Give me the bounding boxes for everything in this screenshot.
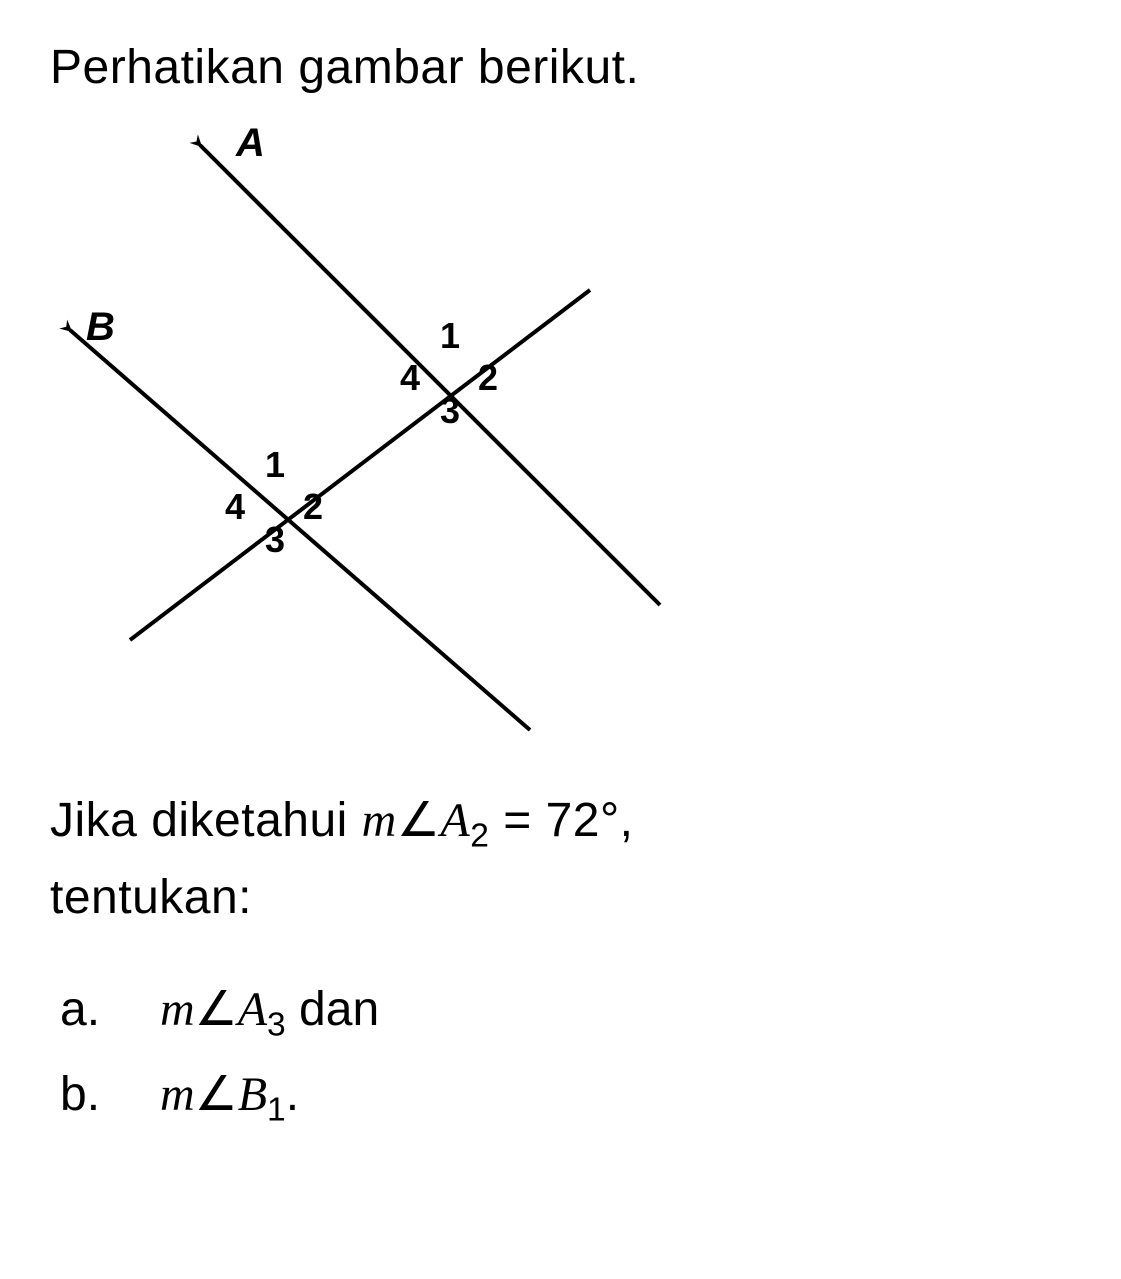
item-b-content: m∠B1.: [160, 1059, 299, 1136]
given-var: A: [440, 794, 470, 847]
given-line-1: Jika diketahui m∠A2 = 72°,: [50, 785, 1071, 862]
label-B: B: [86, 305, 115, 350]
geometry-diagram: A B 1 2 3 4 1 2 3 4: [50, 115, 750, 755]
item-b: b. m∠B1.: [50, 1059, 1071, 1136]
item-b-var: B: [238, 1068, 267, 1121]
item-b-tail: .: [286, 1068, 299, 1121]
item-a-angle: ∠: [195, 983, 238, 1036]
label-A: A: [236, 121, 265, 166]
given-sub: 2: [470, 818, 489, 855]
item-b-marker: b.: [50, 1059, 160, 1131]
item-a-m: m: [160, 983, 195, 1036]
angle-B-1: 1: [265, 444, 285, 486]
given-prefix: Jika diketahui: [50, 794, 362, 847]
angle-A-4: 4: [400, 357, 420, 399]
diagram-svg: [50, 115, 750, 755]
item-a-marker: a.: [50, 974, 160, 1046]
item-b-angle: ∠: [195, 1068, 238, 1121]
item-a: a. m∠A3 dan: [50, 974, 1071, 1051]
problem-title: Perhatikan gambar berikut.: [50, 40, 1071, 95]
question-list: a. m∠A3 dan b. m∠B1.: [50, 974, 1071, 1136]
item-a-tail: dan: [286, 983, 379, 1036]
item-b-m: m: [160, 1068, 195, 1121]
item-b-sub: 1: [267, 1092, 286, 1129]
angle-A-3: 3: [440, 390, 460, 432]
given-line-2: tentukan:: [50, 862, 1071, 934]
angle-B-2: 2: [303, 486, 323, 528]
angle-A-2: 2: [478, 357, 498, 399]
given-eq: = 72°,: [489, 794, 633, 847]
angle-A-1: 1: [440, 315, 460, 357]
item-a-content: m∠A3 dan: [160, 974, 379, 1051]
given-angle: ∠: [397, 794, 441, 847]
angle-B-4: 4: [225, 486, 245, 528]
item-a-var: A: [238, 983, 267, 1036]
item-a-sub: 3: [267, 1007, 286, 1044]
given-m: m: [362, 794, 397, 847]
angle-B-3: 3: [265, 519, 285, 561]
